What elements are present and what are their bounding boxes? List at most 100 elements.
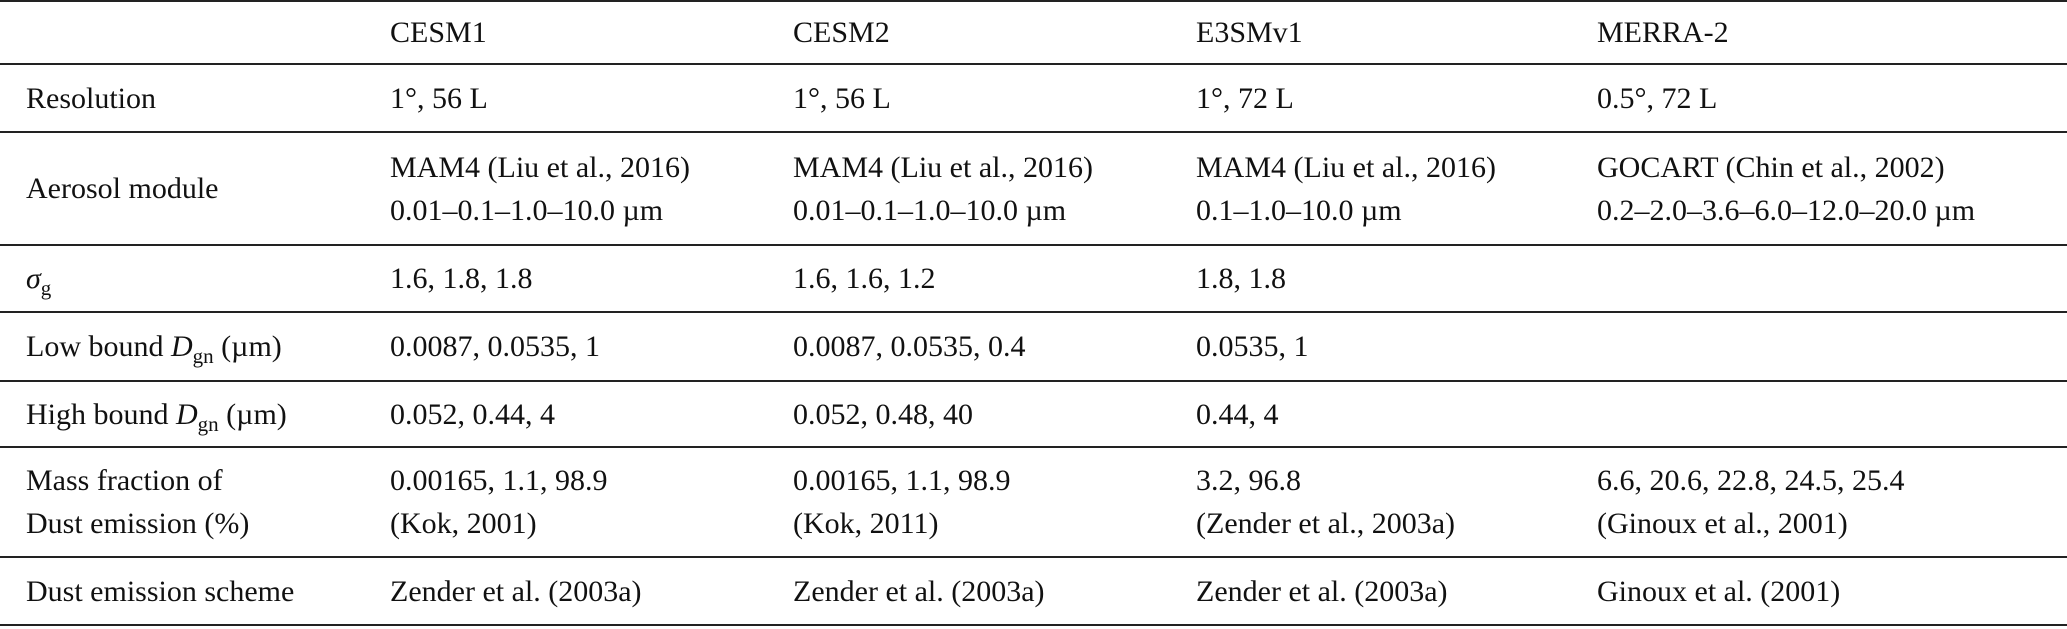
row-label: σg [26,257,51,300]
cell: CESM1 [390,1,487,64]
cell: 0.44, 4 [1196,381,1279,447]
cell: 1.6, 1.8, 1.8 [390,245,533,312]
label-subscript: g [40,276,52,300]
cell: Low bound Dgn (µm) [26,312,282,381]
rule [0,0,2067,2]
cell-text: MAM4 (Liu et al., 2016) [390,150,690,184]
cell: High bound Dgn (µm) [26,381,287,447]
cell: 0.0535, 1 [1196,312,1309,381]
cell-text: MAM4 (Liu et al., 2016) [1196,150,1496,184]
column-header: CESM2 [793,16,890,49]
cell: E3SMv1 [1196,1,1303,64]
cell: 0.0087, 0.0535, 1 [390,312,600,381]
label-symbol: D [171,330,193,363]
row-label: Dust emission (%) [26,507,250,540]
cell-text: 1.6, 1.8, 1.8 [390,262,533,295]
cell: 0.052, 0.44, 4 [390,381,555,447]
cell: σg [26,245,51,312]
label-symbol: D [176,397,198,431]
row-label: Aerosol module [26,172,219,205]
cell: 1°, 56 L [390,64,488,132]
label-subscript: gn [192,344,214,368]
cell: MAM4 (Liu et al., 2016) 0.01–0.1–1.0–10.0… [390,132,690,245]
cell: 1°, 72 L [1196,64,1294,132]
cell: Mass fraction of Dust emission (%) [26,447,249,557]
column-header: E3SMv1 [1196,16,1303,49]
cell-text: 0.5°, 72 L [1597,81,1718,115]
cell-text: 0.44, 4 [1196,397,1279,431]
cell-text: MAM4 (Liu et al., 2016) [793,150,1093,184]
row-label: Low bound Dgn (µm) [26,325,282,368]
cell: Zender et al. (2003a) [793,557,1045,625]
cell: 6.6, 20.6, 22.8, 24.5, 25.4 (Ginoux et al… [1597,447,1905,557]
cell-text: (Kok, 2001) [390,507,537,540]
cell-text: (Zender et al., 2003a) [1196,507,1456,540]
cell: MERRA-2 [1597,1,1729,64]
cell: 1°, 56 L [793,64,891,132]
cell: 0.5°, 72 L [1597,64,1717,132]
cell: Resolution [26,64,156,132]
rule [0,244,2067,246]
row-label: Mass fraction of [26,464,223,497]
cell-text: 1.8, 1.8 [1196,262,1286,295]
cell-text: 0.01–0.1–1.0–10.0 µm [793,193,1067,227]
cell: 1.8, 1.8 [1196,245,1286,312]
cell: Dust emission scheme [26,557,294,625]
column-header: MERRA-2 [1597,16,1729,49]
cell-text: Ginoux et al. (2001) [1597,574,1841,608]
row-label: Dust emission scheme [26,574,295,608]
cell-text: (Ginoux et al., 2001) [1597,507,1848,540]
cell-text: Zender et al. (2003a) [390,574,642,608]
label-text: (µm) [218,397,287,431]
cell: GOCART (Chin et al., 2002) 0.2–2.0–3.6–6.… [1597,132,1975,245]
cell: 0.00165, 1.1, 98.9 (Kok, 2001) [390,447,608,557]
cell-text: 0.01–0.1–1.0–10.0 µm [390,193,664,227]
label-text: High bound [26,397,176,431]
cell-text: 1°, 56 L [793,81,891,115]
row-label: High bound Dgn (µm) [26,393,287,436]
rule [0,131,2067,133]
cell-text: 0.2–2.0–3.6–6.0–12.0–20.0 µm [1597,193,1976,227]
cell-text: 0.0087, 0.0535, 1 [390,330,600,363]
label-text: (µm) [213,330,282,363]
cell-text: 3.2, 96.8 [1196,464,1301,497]
cell: 1.6, 1.6, 1.2 [793,245,936,312]
label-text: Low bound [26,330,171,363]
cell-text: 0.00165, 1.1, 98.9 [390,464,608,497]
cell: 0.00165, 1.1, 98.9 (Kok, 2011) [793,447,1011,557]
cell: 3.2, 96.8 (Zender et al., 2003a) [1196,447,1455,557]
cell: Aerosol module [26,132,218,245]
rule [0,446,2067,448]
cell: CESM2 [793,1,890,64]
cell: Zender et al. (2003a) [1196,557,1448,625]
cell-text: 0.052, 0.44, 4 [390,397,555,431]
cell-text: Zender et al. (2003a) [1196,574,1448,608]
row-label: Resolution [26,81,157,115]
cell: MAM4 (Liu et al., 2016) 0.01–0.1–1.0–10.0… [793,132,1093,245]
cell-text: Zender et al. (2003a) [793,574,1045,608]
cell: 0.0087, 0.0535, 0.4 [793,312,1026,381]
column-header: CESM1 [390,16,487,49]
cell-text: GOCART (Chin et al., 2002) [1597,150,1945,184]
cell: Zender et al. (2003a) [390,557,642,625]
rule [0,556,2067,558]
rule [0,63,2067,65]
cell-text: 6.6, 20.6, 22.8, 24.5, 25.4 [1597,464,1905,497]
cell: MAM4 (Liu et al., 2016) 0.1–1.0–10.0 µm [1196,132,1496,245]
cell-text: 0.0087, 0.0535, 0.4 [793,330,1026,363]
cell: 0.052, 0.48, 40 [793,381,973,447]
label-subscript: gn [197,411,219,436]
cell-text: (Kok, 2011) [793,507,939,540]
cell-text: 1.6, 1.6, 1.2 [793,262,936,295]
cell-text: 1°, 56 L [390,81,488,115]
rule [0,380,2067,382]
label-symbol: σ [26,262,41,295]
cell-text: 0.1–1.0–10.0 µm [1196,193,1402,227]
cell-text: 1°, 72 L [1196,81,1294,115]
rule [0,311,2067,313]
rule [0,624,2067,626]
cell: Ginoux et al. (2001) [1597,557,1840,625]
cell-text: 0.0535, 1 [1196,330,1309,363]
cell-text: 0.052, 0.48, 40 [793,397,973,431]
